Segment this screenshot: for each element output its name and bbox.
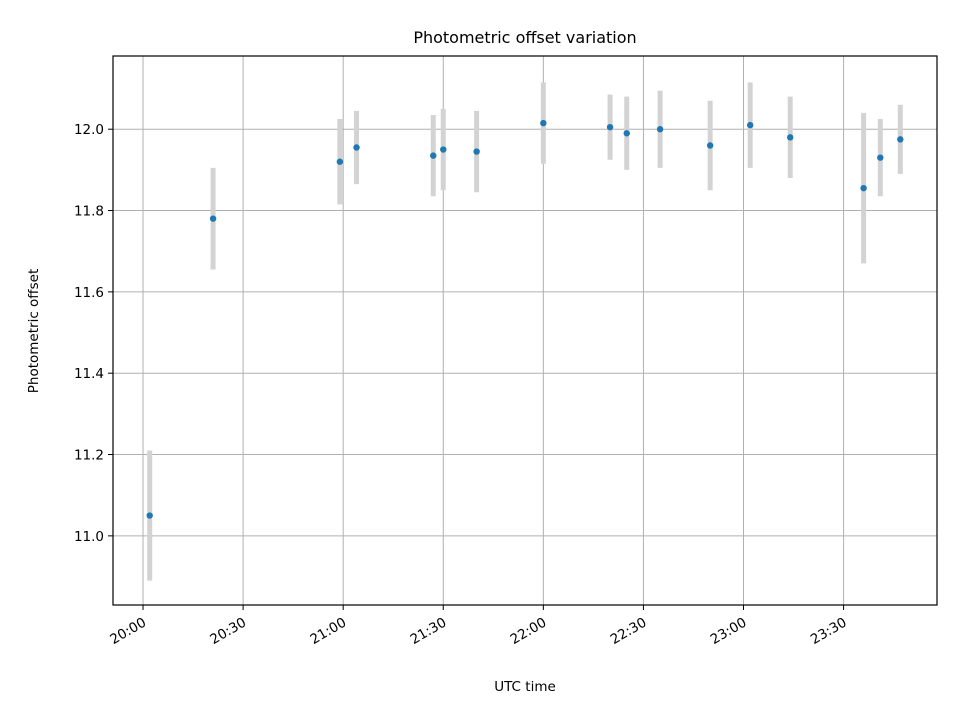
data-points [146, 119, 904, 519]
data-point [430, 152, 437, 159]
data-point [623, 130, 630, 137]
plot-area-frame [112, 55, 938, 606]
data-point [146, 512, 153, 519]
grid-lines [113, 56, 937, 605]
x-axis-label: UTC time [494, 679, 556, 695]
data-point [877, 154, 884, 161]
y-tick-label: 12.0 [74, 122, 104, 138]
data-point [353, 144, 360, 151]
data-point [209, 215, 217, 222]
data-point [606, 123, 614, 131]
chart-title: Photometric offset variation [413, 28, 636, 47]
data-point [473, 148, 480, 155]
data-point [440, 146, 447, 153]
y-tick-label: 11.8 [74, 204, 104, 220]
data-point [746, 121, 754, 129]
data-point [860, 184, 867, 192]
data-point [540, 119, 547, 127]
data-point [336, 158, 344, 165]
y-tick-label: 11.4 [74, 366, 104, 382]
y-tick-label: 11.2 [74, 448, 104, 464]
y-tick-label: 11.0 [74, 529, 104, 545]
data-point [656, 126, 664, 133]
data-point [787, 134, 794, 141]
y-axis-ticks: 11.0 11.2 11.4 11.6 11.8 12.0 [74, 122, 113, 545]
data-point [897, 136, 904, 143]
data-point [706, 142, 714, 149]
y-axis-label: Photometric offset [26, 269, 42, 393]
y-tick-label: 11.6 [74, 285, 104, 301]
